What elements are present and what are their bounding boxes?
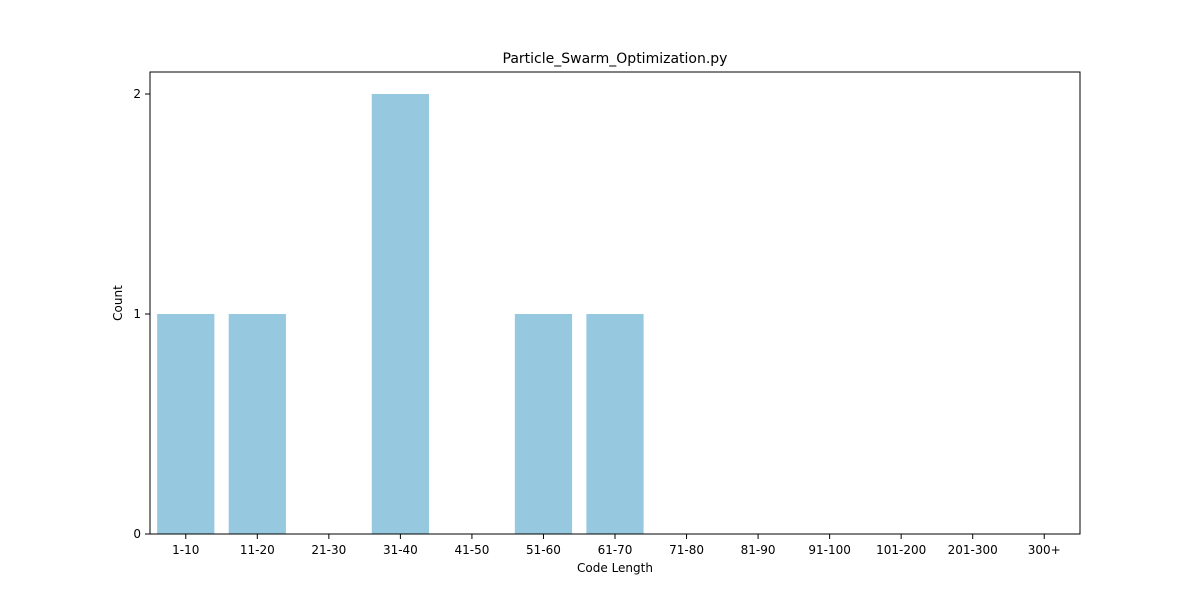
- bars-group: [157, 94, 644, 534]
- x-tick-label: 91-100: [808, 543, 851, 557]
- x-axis: 1-10 11-20 21-30 31-40 41-50 51-60 61-70 71-80 8…: [172, 534, 1061, 557]
- chart-title: Particle_Swarm_Optimization.py: [503, 51, 728, 67]
- x-tick-label: 41-50: [454, 543, 489, 557]
- x-tick-label: 61-70: [598, 543, 633, 557]
- bar-11-20: [228, 314, 286, 534]
- bar-31-40: [371, 94, 429, 534]
- bar-1-10: [157, 314, 215, 534]
- x-tick-label: 81-90: [741, 543, 776, 557]
- y-axis-label: Count: [111, 285, 125, 321]
- x-tick-label: 1-10: [172, 543, 199, 557]
- bar-51-60: [514, 314, 573, 534]
- x-tick-label: 51-60: [526, 543, 561, 557]
- x-tick-label: 11-20: [240, 543, 275, 557]
- x-tick-label: 31-40: [383, 543, 418, 557]
- y-axis: 0 1 2: [133, 87, 150, 541]
- x-tick-label: 201-300: [948, 543, 998, 557]
- x-tick-label: 71-80: [669, 543, 704, 557]
- bar-61-70: [586, 314, 644, 534]
- x-tick-label: 300+: [1028, 543, 1061, 557]
- y-tick-label: 1: [133, 307, 141, 321]
- x-tick-label: 101-200: [876, 543, 926, 557]
- y-tick-label: 0: [133, 527, 141, 541]
- y-tick-label: 2: [133, 87, 141, 101]
- x-tick-label: 21-30: [311, 543, 346, 557]
- x-axis-label: Code Length: [577, 561, 653, 575]
